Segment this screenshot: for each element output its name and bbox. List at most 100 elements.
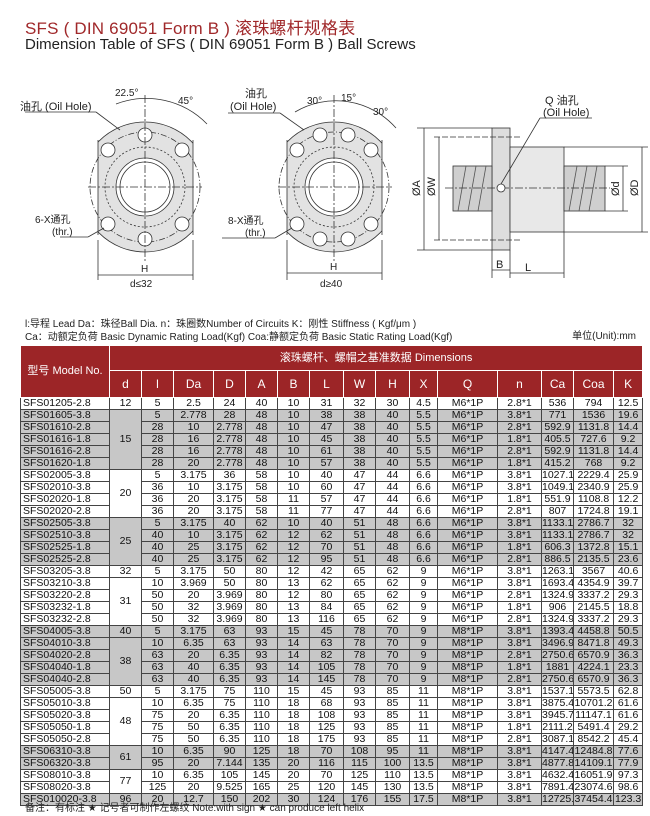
- thr-label: (thr.): [245, 228, 266, 239]
- cell-h: 40: [375, 457, 410, 470]
- cell-da: 2.778: [173, 409, 214, 422]
- cell-q: M6*1P: [437, 529, 498, 542]
- cell-a: 58: [245, 505, 278, 518]
- cell-h: 62: [375, 565, 410, 578]
- cell-a: 48: [245, 421, 278, 434]
- cell-a: 62: [245, 553, 278, 566]
- cell-l: 57: [309, 493, 344, 506]
- cell-coa: 4354.9: [573, 577, 614, 590]
- cell-coa: 2135.5: [573, 553, 614, 566]
- cell-x: 6.6: [409, 481, 438, 494]
- cell-model: SFS02020-1.8: [20, 493, 110, 506]
- cell-da: 2.778: [213, 433, 246, 446]
- cell-model: SFS01620-1.8: [20, 457, 110, 470]
- cell-da: 6.35: [173, 745, 214, 758]
- cell-a: 62: [245, 529, 278, 542]
- cell-ca: 536: [541, 397, 574, 410]
- legend-line-1: l:导程 Lead Da：珠径Ball Dia. n：珠圈数Number of …: [25, 319, 417, 330]
- cell-l: 47: [309, 421, 344, 434]
- cell-w: 108: [343, 745, 376, 758]
- cell-d: 90: [213, 745, 246, 758]
- cell-b: 18: [277, 733, 310, 746]
- cell-x: 9: [409, 613, 438, 626]
- cell-model: SFS06320-3.8: [20, 757, 110, 770]
- cell-l: 108: [309, 709, 344, 722]
- d-condition-label: d≤32: [130, 279, 153, 290]
- cell-q: M6*1P: [437, 397, 498, 410]
- dimensions-header: 滚珠螺杆、螺帽之基准数据 Dimensions: [108, 345, 644, 371]
- cell-q: M8*1P: [437, 733, 498, 746]
- cell-h: 44: [375, 481, 410, 494]
- cell-coa: 2340.9: [573, 481, 614, 494]
- cell-d: 95: [141, 757, 174, 770]
- cell-n: 2.8*1: [497, 445, 542, 458]
- cell-coa: 1108.8: [573, 493, 614, 506]
- column-header-w: W: [343, 370, 376, 398]
- cell-l: 20: [173, 493, 214, 506]
- cell-k: 62.8: [612, 685, 644, 698]
- cell-coa: 1724.8: [573, 505, 614, 518]
- cell-d: 63: [213, 637, 246, 650]
- cell-ca: 606.3: [541, 541, 574, 554]
- cell-d: 32: [109, 565, 142, 578]
- cell-coa: 37454.4: [573, 793, 614, 806]
- cell-l: 32: [173, 613, 214, 626]
- cell-l: 57: [309, 457, 344, 470]
- cell-x: 17.5: [409, 793, 438, 806]
- cell-d: 12: [109, 397, 142, 410]
- cell-d: 28: [141, 421, 174, 434]
- model-header: 型号 Model No.: [20, 345, 110, 398]
- drawings: 22.5° 45° 油孔 (Oil Hole) 6-X通孔 (thr.) H d…: [20, 86, 648, 290]
- cell-h: 70: [375, 649, 410, 662]
- cell-x: 11: [409, 685, 438, 698]
- cell-l: 20: [173, 781, 214, 794]
- cell-da: 6.35: [173, 697, 214, 710]
- cell-w: 51: [343, 541, 376, 554]
- cell-h: 40: [375, 445, 410, 458]
- cell-x: 6.6: [409, 541, 438, 554]
- nut-side-view: [417, 117, 648, 278]
- cell-l: 5: [141, 685, 174, 698]
- cell-ca: 1049.1: [541, 481, 574, 494]
- cell-d: 36: [213, 469, 246, 482]
- cell-b: 20: [277, 757, 310, 770]
- cell-q: M8*1P: [437, 721, 498, 734]
- dia-w-label: ØW: [426, 176, 438, 196]
- cell-d: 36: [141, 493, 174, 506]
- cell-d: 28: [141, 457, 174, 470]
- cell-l: 175: [309, 733, 344, 746]
- cell-coa: 2229.4: [573, 469, 614, 482]
- cell-b: 10: [277, 469, 310, 482]
- cell-d: 50: [141, 589, 174, 602]
- cell-model: SFS02525-1.8: [20, 541, 110, 554]
- cell-da: 6.35: [213, 709, 246, 722]
- cell-h: 95: [375, 745, 410, 758]
- cell-da: 9.525: [213, 781, 246, 794]
- column-header-a: A: [245, 370, 278, 398]
- cell-model: SFS08020-3.8: [20, 781, 110, 794]
- cell-model: SFS02505-3.8: [20, 517, 110, 530]
- cell-model: SFS01605-3.8: [20, 409, 110, 422]
- cell-coa: 2145.5: [573, 601, 614, 614]
- cell-l: 5: [141, 397, 174, 410]
- cell-coa: 3337.2: [573, 589, 614, 602]
- cell-n: 3.8*1: [497, 469, 542, 482]
- cell-da: 2.778: [213, 445, 246, 458]
- cell-coa: 4458.8: [573, 625, 614, 638]
- cell-q: M6*1P: [437, 505, 498, 518]
- cell-da: 7.144: [213, 757, 246, 770]
- cell-b: 10: [277, 517, 310, 530]
- footnote: 备注：有标注 ★ 记号者可制作左螺纹 Note:with sign ★ can …: [25, 803, 365, 814]
- cell-b: 13: [277, 577, 310, 590]
- cell-d: 75: [213, 697, 246, 710]
- cell-l: 120: [309, 781, 344, 794]
- cell-d: 63: [141, 661, 174, 674]
- cell-l: 10: [173, 529, 214, 542]
- cell-h: 44: [375, 469, 410, 482]
- cell-b: 18: [277, 697, 310, 710]
- cell-da: 2.778: [213, 421, 246, 434]
- cell-l: 32: [173, 601, 214, 614]
- cell-x: 6.6: [409, 469, 438, 482]
- table-row: SFS03220-2.8 50 20 3.969 80 12 80 65 62 9 M6*1P 2.8…: [20, 589, 644, 602]
- cell-model: SFS04040-2.8: [20, 673, 110, 686]
